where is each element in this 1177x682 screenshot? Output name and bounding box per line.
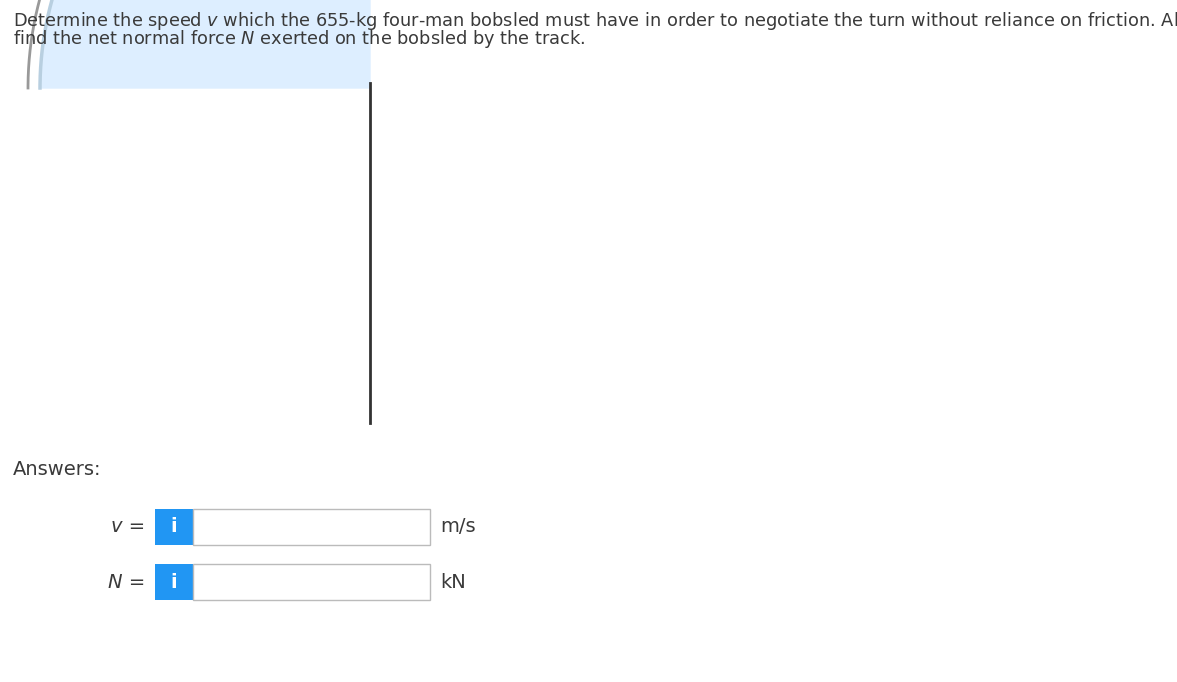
FancyBboxPatch shape — [155, 509, 193, 545]
Text: i: i — [171, 518, 178, 537]
FancyBboxPatch shape — [193, 509, 430, 545]
Text: m/s: m/s — [440, 518, 476, 537]
Text: v =: v = — [111, 518, 145, 537]
FancyBboxPatch shape — [193, 564, 430, 600]
Text: i: i — [171, 572, 178, 591]
FancyBboxPatch shape — [155, 564, 193, 600]
Text: N =: N = — [108, 572, 145, 591]
Text: kN: kN — [440, 572, 466, 591]
Text: Determine the speed $v$ which the 655-kg four-man bobsled must have in order to : Determine the speed $v$ which the 655-kg… — [13, 10, 1177, 32]
Text: Answers:: Answers: — [13, 460, 101, 479]
Text: find the net normal force $N$ exerted on the bobsled by the track.: find the net normal force $N$ exerted on… — [13, 28, 585, 50]
Polygon shape — [40, 0, 370, 88]
